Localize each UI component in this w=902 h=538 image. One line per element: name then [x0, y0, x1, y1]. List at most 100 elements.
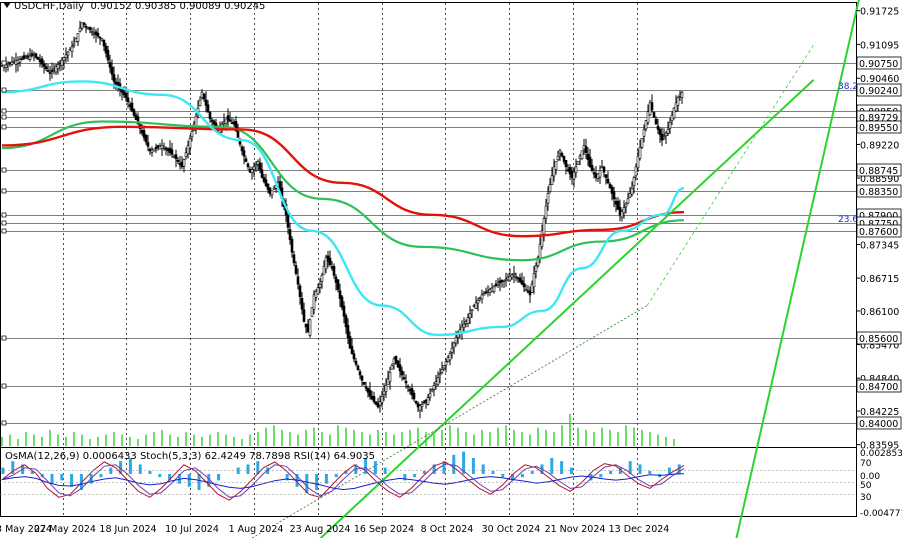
- candle-body: [110, 66, 114, 75]
- candle-body: [466, 317, 470, 324]
- level-label-box: [856, 83, 902, 97]
- candle-body: [454, 337, 458, 344]
- candle-body: [78, 27, 82, 32]
- level-marker: [1, 114, 7, 120]
- candle-body: [266, 183, 270, 190]
- candle-body: [76, 33, 80, 42]
- candle-body: [520, 280, 524, 285]
- candle-body: [8, 62, 12, 64]
- candle-body: [178, 163, 182, 165]
- candle-body: [28, 55, 32, 60]
- candle-body: [200, 91, 204, 98]
- candle-body: [140, 129, 144, 134]
- candle-body: [90, 31, 94, 33]
- candle-body: [168, 148, 172, 153]
- candle-body: [592, 172, 596, 175]
- candle-body: [492, 286, 496, 292]
- candle-body: [414, 401, 418, 404]
- candle-body: [258, 162, 262, 170]
- indicator-tick-label: -0.004771: [860, 509, 902, 519]
- candle-body: [170, 149, 174, 155]
- candle-body: [172, 155, 176, 158]
- candle-body: [244, 158, 248, 162]
- fib-label: 38.2: [838, 82, 858, 92]
- collapse-arrow-icon[interactable]: [3, 2, 11, 8]
- candle-body: [528, 290, 532, 296]
- candle-body: [482, 293, 486, 296]
- candle-body: [672, 107, 676, 119]
- price-tick-label: 0.85470: [860, 341, 899, 352]
- candle-body: [572, 171, 576, 180]
- candle-body: [400, 370, 404, 376]
- candle-body: [388, 371, 392, 382]
- candle-body: [242, 150, 246, 157]
- candle-body: [522, 283, 526, 288]
- level-marker: [1, 335, 7, 341]
- candle-body: [628, 193, 632, 198]
- candle-body: [630, 187, 634, 195]
- candle-body: [554, 161, 558, 170]
- level-label: 0.87750: [859, 219, 898, 230]
- candle-body: [606, 178, 610, 184]
- candle-body: [432, 385, 436, 390]
- candle-body: [92, 33, 96, 36]
- candle-body: [480, 294, 484, 300]
- candle-body: [680, 92, 684, 98]
- indicator-tick-label: 70: [860, 459, 872, 469]
- candle-body: [468, 313, 472, 319]
- candle-body: [296, 276, 300, 285]
- ohlc-readout: 0.90152 0.90385 0.90089 0.90245: [90, 1, 266, 12]
- candle-body: [420, 404, 424, 407]
- candle-body: [550, 175, 554, 185]
- candle-body: [234, 120, 238, 132]
- candle-body: [228, 119, 232, 122]
- channel-mid-line: [251, 305, 648, 538]
- candle-body: [564, 159, 568, 168]
- candle-body: [314, 291, 318, 298]
- candle-body: [616, 200, 620, 210]
- level-marker: [1, 108, 7, 114]
- candle-body: [568, 167, 572, 175]
- candle-body: [524, 289, 528, 291]
- candle-body: [604, 174, 608, 178]
- candle-body: [286, 215, 290, 228]
- candle-body: [102, 39, 106, 47]
- candle-body: [556, 155, 560, 161]
- candle-body: [320, 275, 324, 282]
- candle-body: [104, 45, 108, 54]
- candle-body: [152, 148, 156, 152]
- candle-body: [40, 58, 44, 65]
- candle-body: [624, 203, 628, 208]
- candle-body: [20, 58, 24, 60]
- candle-body: [316, 287, 320, 295]
- indicator-tick-label: 50: [860, 481, 872, 491]
- price-tick-label: 0.83595: [860, 441, 899, 452]
- date-tick-label: 27 May 2024: [34, 524, 96, 535]
- candle-body: [84, 25, 88, 28]
- candle-body: [290, 238, 294, 253]
- date-tick-label: 3 May 2024: [0, 524, 52, 535]
- level-marker: [1, 212, 7, 218]
- candle-body: [658, 129, 662, 136]
- candle-body: [254, 163, 258, 167]
- candle-body: [264, 179, 268, 186]
- candle-body: [82, 22, 86, 25]
- candle-body: [62, 57, 66, 61]
- candle-body: [302, 309, 306, 322]
- candle-body: [404, 381, 408, 384]
- candle-body: [160, 145, 164, 150]
- candle-body: [350, 346, 354, 354]
- candle-body: [608, 183, 612, 189]
- candle-body: [636, 155, 640, 168]
- candle-body: [48, 72, 52, 74]
- candle-body: [208, 112, 212, 120]
- candle-body: [190, 130, 194, 138]
- fib-label: 23.6: [838, 215, 858, 225]
- candle-body: [56, 64, 60, 69]
- candle-body: [166, 148, 170, 152]
- candle-body: [318, 283, 322, 288]
- candle-body: [42, 63, 46, 67]
- candle-body: [634, 166, 638, 177]
- level-marker: [1, 188, 7, 194]
